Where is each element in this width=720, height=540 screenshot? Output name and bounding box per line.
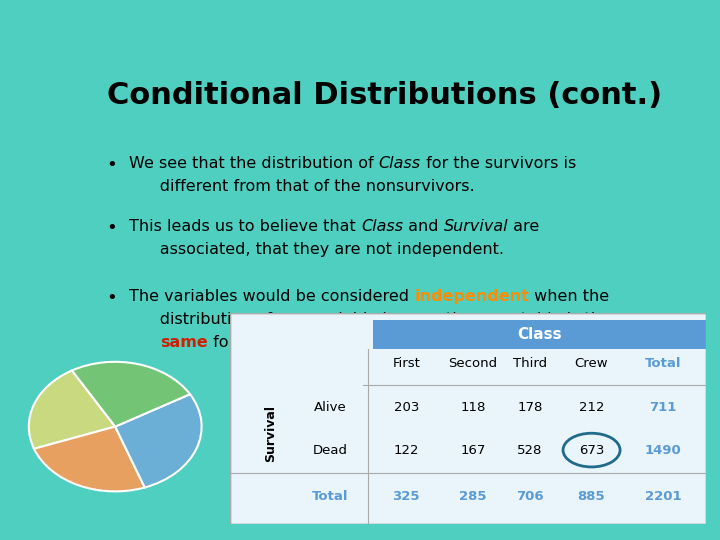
- Text: are: are: [508, 219, 539, 234]
- Text: 178: 178: [517, 401, 542, 415]
- Text: This leads us to believe that: This leads us to believe that: [129, 219, 361, 234]
- Text: 673: 673: [579, 443, 604, 457]
- Text: Class: Class: [379, 156, 421, 171]
- Text: Total: Total: [644, 357, 681, 370]
- Text: 528: 528: [517, 443, 542, 457]
- Text: Survival: Survival: [264, 405, 277, 462]
- Text: Crew: Crew: [575, 357, 608, 370]
- Text: Survival: Survival: [444, 219, 508, 234]
- Wedge shape: [29, 370, 115, 449]
- Text: 885: 885: [577, 490, 606, 503]
- Text: for the survivors is: for the survivors is: [421, 156, 576, 171]
- Text: associated, that they are not independent.: associated, that they are not independen…: [129, 241, 504, 256]
- Text: 212: 212: [579, 401, 604, 415]
- Text: independent: independent: [414, 289, 529, 305]
- Text: 711: 711: [649, 401, 677, 415]
- Text: •: •: [107, 219, 117, 237]
- Text: 285: 285: [459, 490, 487, 503]
- Text: Total: Total: [312, 490, 348, 503]
- Text: •: •: [107, 156, 117, 174]
- Wedge shape: [34, 427, 145, 491]
- Text: Alive: Alive: [314, 401, 346, 415]
- Text: Class: Class: [517, 327, 562, 342]
- Text: 325: 325: [392, 490, 420, 503]
- Text: Dead: Dead: [312, 443, 348, 457]
- Text: We see that the distribution of: We see that the distribution of: [129, 156, 379, 171]
- Text: when the: when the: [529, 289, 609, 305]
- Text: different from that of the nonsurvivors.: different from that of the nonsurvivors.: [129, 179, 474, 194]
- Text: same: same: [160, 335, 207, 350]
- FancyBboxPatch shape: [230, 313, 706, 524]
- Wedge shape: [72, 362, 190, 427]
- Text: The variables would be considered: The variables would be considered: [129, 289, 414, 305]
- Text: 1490: 1490: [644, 443, 681, 457]
- Text: Conditional Distributions (cont.): Conditional Distributions (cont.): [107, 82, 662, 111]
- Text: 706: 706: [516, 490, 544, 503]
- Text: and: and: [403, 219, 444, 234]
- Text: 167: 167: [460, 443, 485, 457]
- Text: 118: 118: [460, 401, 485, 415]
- Text: Third: Third: [513, 357, 546, 370]
- Text: 122: 122: [393, 443, 419, 457]
- Text: Second: Second: [448, 357, 498, 370]
- Text: •: •: [107, 289, 117, 307]
- Text: 2201: 2201: [644, 490, 681, 503]
- Text: distribution of one variable in a contingency table is the: distribution of one variable in a contin…: [129, 312, 611, 327]
- FancyBboxPatch shape: [373, 320, 706, 349]
- Text: for all categories of the other variable.: for all categories of the other variable…: [207, 335, 523, 350]
- Text: 203: 203: [394, 401, 419, 415]
- Wedge shape: [115, 394, 202, 488]
- Text: Class: Class: [361, 219, 403, 234]
- Text: First: First: [392, 357, 420, 370]
